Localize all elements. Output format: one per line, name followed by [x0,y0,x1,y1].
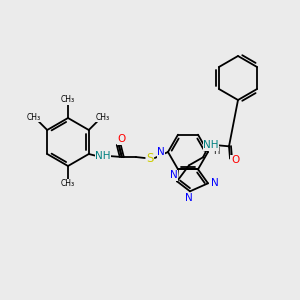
Text: NH: NH [203,140,219,150]
Text: O: O [231,155,239,165]
Text: H: H [213,148,219,157]
Text: NH: NH [95,151,110,161]
Text: N: N [185,193,193,203]
Text: CH₃: CH₃ [61,95,75,104]
Text: N: N [170,170,178,180]
Text: CH₃: CH₃ [26,112,40,122]
Text: O: O [118,134,126,144]
Text: N: N [211,178,219,188]
Text: CH₃: CH₃ [61,179,75,188]
Text: S: S [146,152,154,164]
Text: CH₃: CH₃ [96,112,110,122]
Text: N: N [157,147,165,157]
